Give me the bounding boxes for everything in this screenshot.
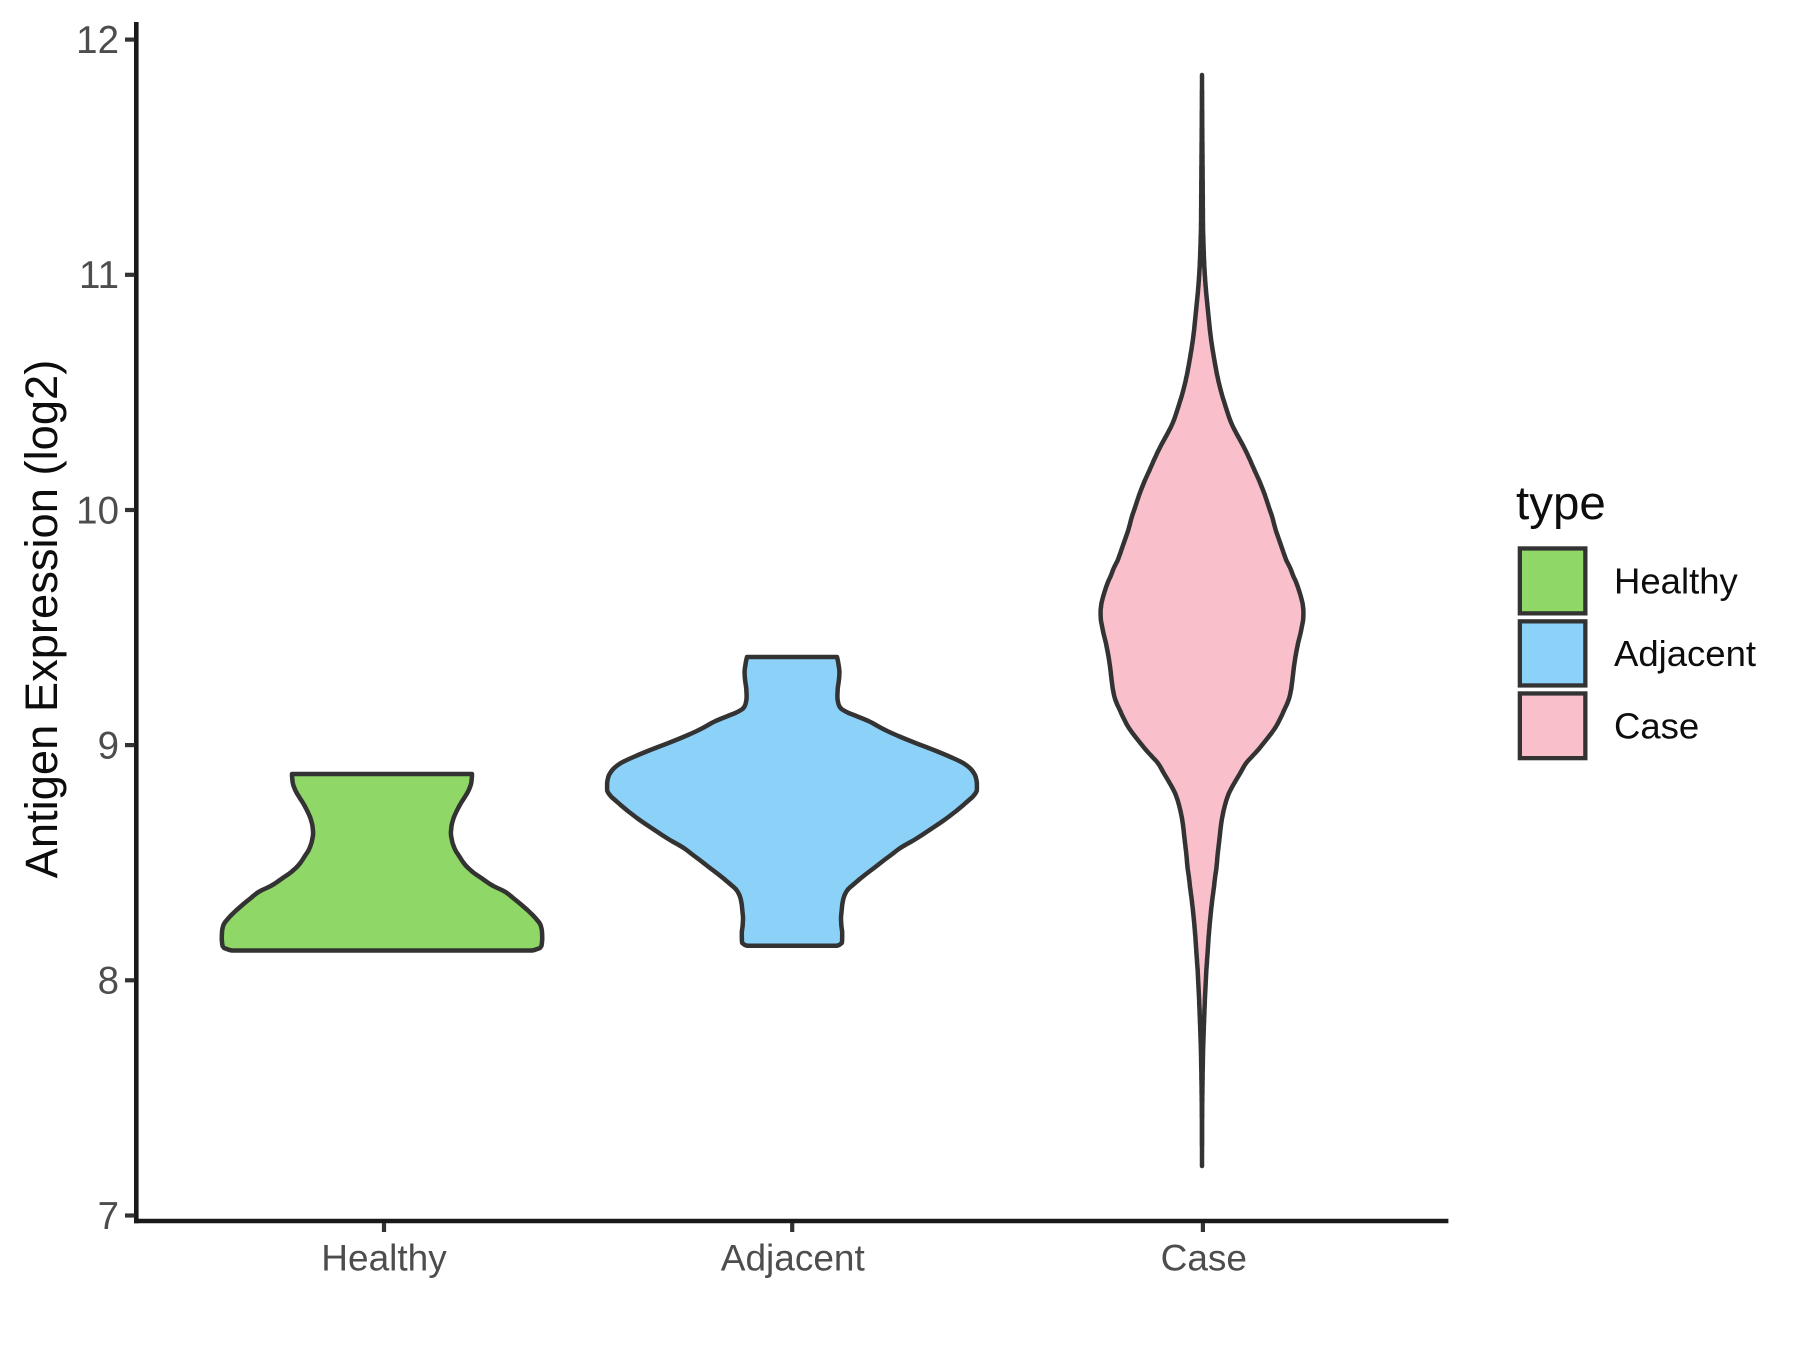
svg-text:12: 12 bbox=[76, 19, 119, 62]
svg-text:Antigen Expression (log2): Antigen Expression (log2) bbox=[16, 360, 67, 879]
svg-text:11: 11 bbox=[79, 254, 119, 297]
svg-text:10: 10 bbox=[76, 489, 119, 532]
svg-text:Case: Case bbox=[1161, 1238, 1247, 1279]
svg-text:Healthy: Healthy bbox=[1614, 561, 1739, 602]
svg-text:Adjacent: Adjacent bbox=[1614, 633, 1756, 674]
svg-text:8: 8 bbox=[98, 960, 119, 1003]
svg-text:Healthy: Healthy bbox=[321, 1238, 447, 1279]
svg-text:type: type bbox=[1516, 477, 1606, 530]
svg-text:7: 7 bbox=[98, 1195, 119, 1238]
svg-text:Case: Case bbox=[1614, 705, 1699, 746]
svg-text:9: 9 bbox=[98, 725, 119, 768]
svg-text:Adjacent: Adjacent bbox=[721, 1238, 866, 1279]
